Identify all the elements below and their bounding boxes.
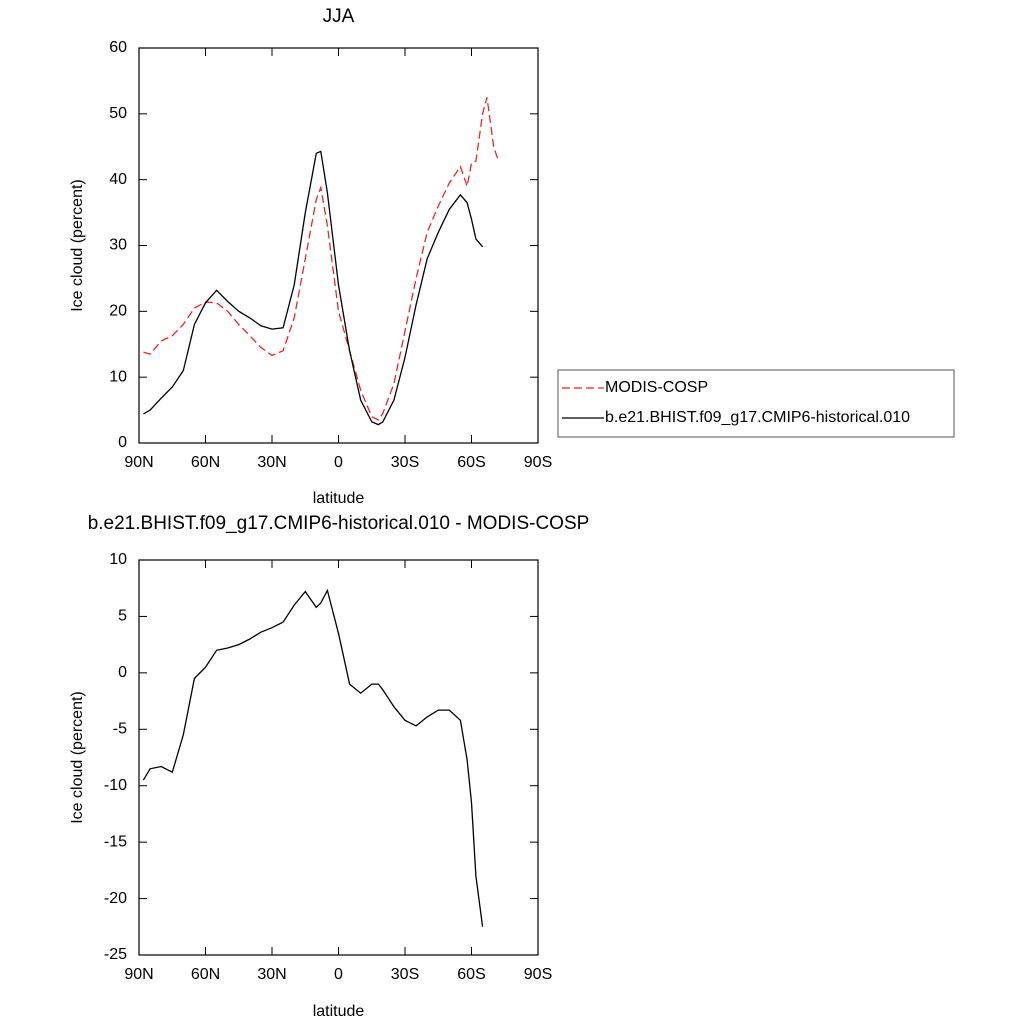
y-tick-label: 5 <box>118 608 127 625</box>
x-tick-label: 90N <box>124 966 153 983</box>
y-tick-label: 60 <box>109 39 127 56</box>
y-tick-label: 50 <box>109 105 127 122</box>
y-tick-label: -25 <box>104 946 127 963</box>
x-tick-label: 30N <box>257 454 286 471</box>
chart-title: b.e21.BHIST.f09_g17.CMIP6-historical.010… <box>88 513 590 534</box>
y-axis-label: Ice cloud (percent) <box>69 179 86 312</box>
x-tick-label: 0 <box>334 454 343 471</box>
x-axis-label: latitude <box>313 490 365 507</box>
y-tick-label: 30 <box>109 237 127 254</box>
x-tick-label: 60S <box>457 454 485 471</box>
y-tick-label: 10 <box>109 551 127 568</box>
y-axis-label: Ice cloud (percent) <box>69 691 86 824</box>
x-tick-label: 30S <box>391 966 419 983</box>
y-tick-label: -20 <box>104 890 127 907</box>
data-line <box>143 150 484 426</box>
data-line <box>142 588 484 927</box>
legend-box <box>557 369 955 438</box>
x-tick-label: 0 <box>334 966 343 983</box>
y-tick-label: 0 <box>118 434 127 451</box>
y-tick-label: -15 <box>104 833 127 850</box>
y-tick-label: 10 <box>109 368 127 385</box>
x-tick-label: 90N <box>124 454 153 471</box>
y-tick-label: -5 <box>113 721 127 738</box>
legend-label: b.e21.BHIST.f09_g17.CMIP6-historical.010 <box>605 409 910 426</box>
x-tick-label: 60N <box>191 454 220 471</box>
chart-title: JJA <box>323 6 355 27</box>
x-tick-label: 30N <box>257 966 286 983</box>
x-tick-label: 60N <box>191 966 220 983</box>
y-tick-label: 40 <box>109 171 127 188</box>
y-tick-label: 20 <box>109 303 127 320</box>
x-tick-label: 30S <box>391 454 419 471</box>
x-axis-label: latitude <box>313 1003 365 1020</box>
x-tick-label: 90S <box>524 454 552 471</box>
y-tick-label: -10 <box>104 777 127 794</box>
data-line <box>143 97 499 421</box>
x-tick-label: 90S <box>524 966 552 983</box>
y-tick-label: 0 <box>118 664 127 681</box>
plot-frame <box>138 47 539 444</box>
plot-frame <box>138 559 539 956</box>
legend-label: MODIS-COSP <box>605 379 708 396</box>
x-tick-label: 60S <box>457 966 485 983</box>
